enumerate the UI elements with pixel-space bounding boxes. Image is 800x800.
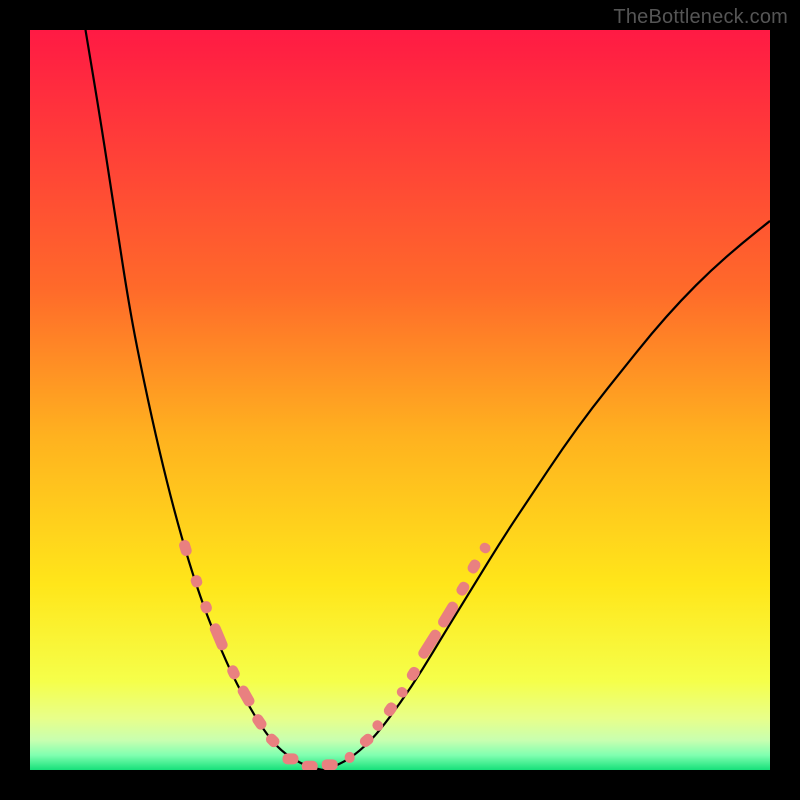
marker-right-2 <box>382 700 399 718</box>
marker-valley-2 <box>322 759 338 770</box>
marker-right-0 <box>358 732 376 749</box>
marker-right-9 <box>478 541 493 555</box>
marker-left-2 <box>199 600 213 615</box>
curve-right <box>322 221 770 770</box>
markers-layer <box>178 539 493 770</box>
marker-left-0 <box>178 539 193 558</box>
marker-valley-3 <box>345 752 355 763</box>
curves-layer <box>86 30 771 770</box>
watermark-text: TheBottleneck.com <box>613 6 788 29</box>
marker-valley-1 <box>302 761 318 770</box>
marker-left-6 <box>250 712 268 731</box>
chart-svg <box>30 30 770 770</box>
marker-valley-0 <box>282 753 298 764</box>
plot-area <box>30 30 770 770</box>
marker-left-1 <box>189 574 203 589</box>
marker-right-3 <box>395 685 410 700</box>
marker-right-1 <box>370 718 385 733</box>
curve-left <box>86 30 323 770</box>
marker-left-3 <box>208 622 229 652</box>
marker-right-8 <box>466 558 483 576</box>
marker-right-4 <box>405 665 422 683</box>
